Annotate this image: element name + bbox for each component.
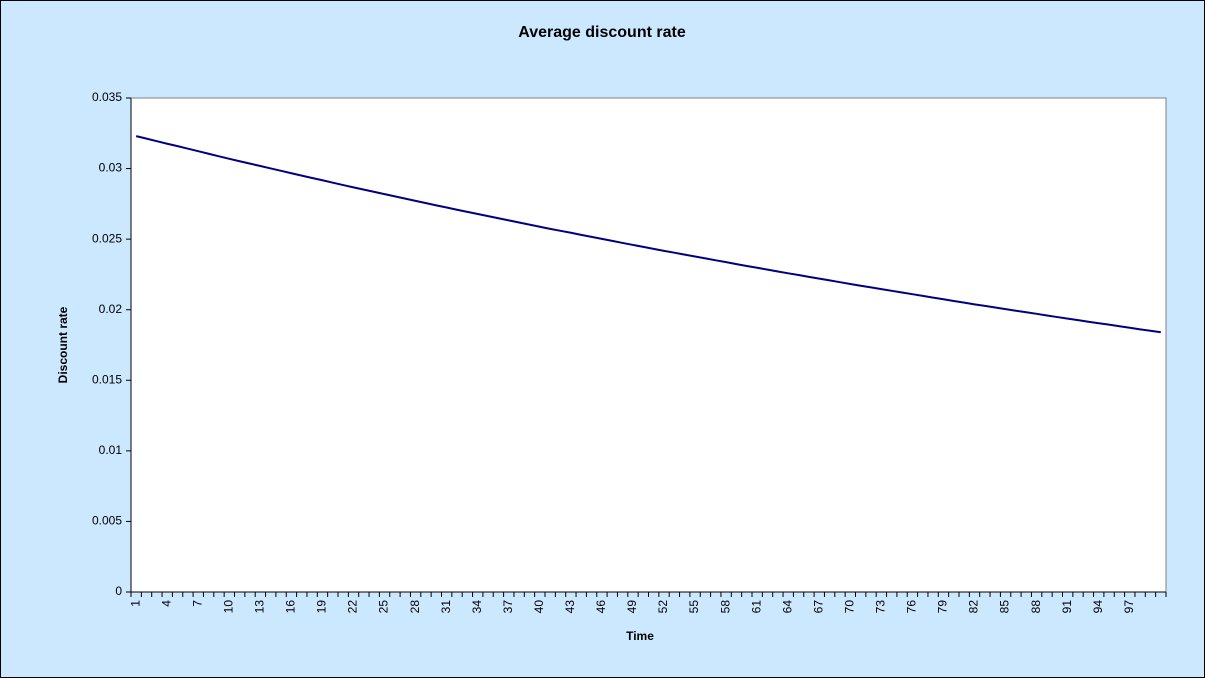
x-tick-label: 67 [811, 600, 825, 614]
x-tick-label: 25 [377, 600, 391, 614]
x-axis-label: Time [626, 629, 654, 643]
y-tick-label: 0.035 [92, 90, 122, 104]
chart-title: Average discount rate [518, 24, 686, 41]
x-tick-label: 40 [532, 600, 546, 614]
x-tick-label: 82 [967, 600, 981, 614]
x-tick-label: 7 [190, 600, 204, 607]
y-tick-label: 0.02 [99, 302, 123, 316]
x-tick-label: 16 [284, 600, 298, 614]
y-tick-label: 0.01 [99, 443, 123, 457]
x-tick-label: 19 [315, 600, 329, 614]
y-tick-label: 0.015 [92, 372, 122, 386]
y-tick-label: 0.005 [92, 514, 122, 528]
x-tick-label: 64 [780, 600, 794, 614]
y-tick-label: 0.03 [99, 161, 123, 175]
x-tick-label: 52 [656, 600, 670, 614]
x-tick-label: 1 [128, 600, 142, 607]
x-tick-label: 55 [687, 600, 701, 614]
plot-area [130, 97, 1167, 593]
x-tick-label: 76 [905, 600, 919, 614]
x-tick-label: 85 [998, 600, 1012, 614]
x-tick-label: 4 [159, 600, 173, 607]
y-tick-label: 0 [115, 584, 122, 598]
x-tick-label: 43 [563, 600, 577, 614]
x-tick-label: 88 [1029, 600, 1043, 614]
x-tick-label: 34 [470, 600, 484, 614]
x-tick-label: 61 [749, 600, 763, 614]
x-tick-label: 31 [439, 600, 453, 614]
x-tick-label: 22 [346, 600, 360, 614]
x-tick-label: 46 [594, 600, 608, 614]
x-tick-label: 91 [1060, 600, 1074, 614]
x-tick-label: 97 [1122, 600, 1136, 614]
x-tick-label: 79 [936, 600, 950, 614]
x-tick-label: 70 [842, 600, 856, 614]
x-tick-label: 73 [874, 600, 888, 614]
x-tick-label: 28 [408, 600, 422, 614]
x-tick-label: 10 [221, 600, 235, 614]
x-tick-label: 58 [718, 600, 732, 614]
data-line [135, 135, 1161, 334]
x-tick-label: 13 [253, 600, 267, 614]
y-tick-label: 0.025 [92, 231, 122, 245]
x-tick-label: 94 [1091, 600, 1105, 614]
x-tick-label: 37 [501, 600, 515, 614]
y-axis-label: Discount rate [56, 306, 70, 383]
x-tick-label: 49 [625, 600, 639, 614]
